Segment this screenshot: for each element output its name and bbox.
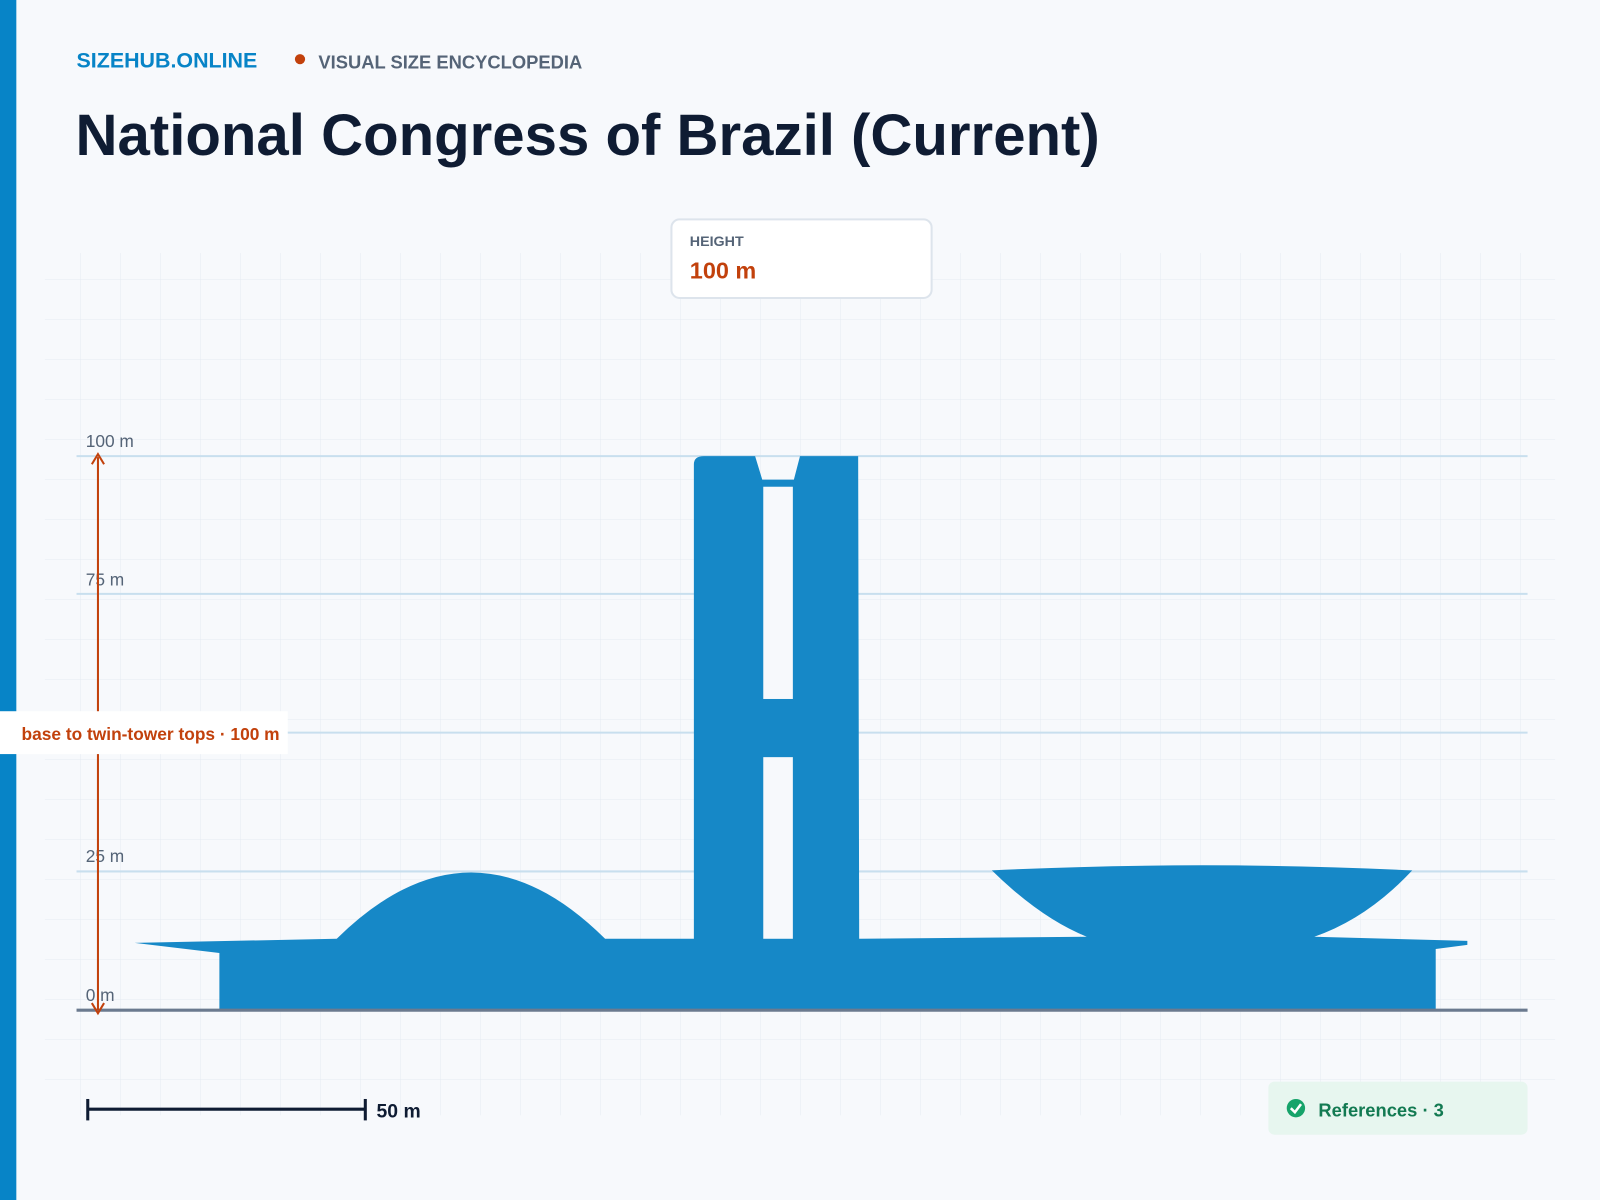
scale-bar-label: 50 m	[377, 1100, 421, 1122]
tick-label: 75 m	[86, 570, 125, 590]
annotation-box	[0, 711, 288, 755]
annotation: base to twin-tower tops · 100 m	[22, 724, 280, 744]
height-card	[670, 218, 933, 299]
section-label: VISUAL SIZE ENCYCLOPEDIA	[318, 51, 582, 72]
check-mark	[1289, 1103, 1303, 1115]
references-button[interactable]	[1268, 1081, 1528, 1135]
tick-label: 25 m	[86, 846, 125, 866]
scale-bar	[86, 1098, 367, 1121]
height-card-value: 100 m	[690, 258, 757, 284]
separator-dot	[294, 54, 306, 65]
tick-label: 0 m	[86, 985, 115, 1005]
tower-gap	[763, 486, 793, 939]
check-icon	[1286, 1098, 1306, 1118]
height-card-label: HEIGHT	[690, 234, 744, 250]
page-title: National Congress of Brazil (Current)	[76, 103, 1100, 168]
references-label[interactable]: References · 3	[1318, 1099, 1444, 1120]
accent-bar	[0, 0, 17, 1200]
building-silhouette	[134, 456, 1468, 1011]
tick-label: 100 m	[86, 431, 134, 451]
brand[interactable]: SIZEHUB.ONLINE	[77, 48, 258, 72]
